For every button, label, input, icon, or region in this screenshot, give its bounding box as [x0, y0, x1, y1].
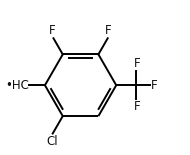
Text: F: F	[105, 24, 112, 38]
Text: F: F	[133, 57, 140, 70]
Text: •HC: •HC	[5, 79, 29, 92]
Text: Cl: Cl	[46, 135, 58, 148]
Text: F: F	[49, 24, 56, 38]
Text: F: F	[150, 79, 157, 92]
Text: F: F	[133, 100, 140, 113]
